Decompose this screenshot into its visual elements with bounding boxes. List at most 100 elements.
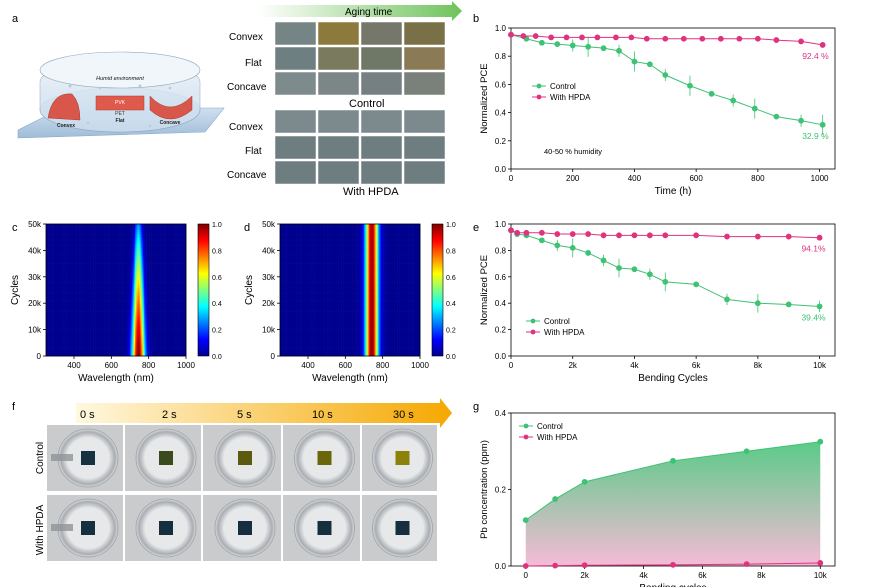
heatmap-cell [175, 287, 178, 291]
heatmap-cell [48, 337, 51, 341]
heatmap-cell [81, 308, 84, 312]
heatmap-cell [75, 340, 77, 344]
heatmap-cell [96, 292, 99, 296]
heatmap-cell [77, 348, 80, 352]
heatmap-cell [132, 284, 135, 288]
heatmap-cell [177, 284, 179, 288]
heatmap-cell [112, 340, 114, 344]
heatmap-cell [54, 345, 57, 349]
heatmap-cell [91, 290, 94, 293]
heatmap-cell [110, 329, 113, 333]
heatmap-cell [137, 295, 140, 299]
heatmap-cell [166, 319, 169, 322]
heatmap-cell [133, 292, 136, 296]
heatmap-cell [86, 311, 89, 315]
heatmap-cell [86, 300, 89, 304]
heatmap-cell [175, 316, 178, 320]
heatmap-cell [184, 297, 187, 301]
heatmap-cell [159, 311, 161, 315]
heatmap-cell [53, 329, 56, 333]
heatmap-cell [159, 350, 161, 354]
heatmap-cell [138, 308, 141, 312]
heatmap-cell [182, 324, 184, 328]
heatmap-cell [82, 282, 85, 286]
heatmap-cell [75, 321, 77, 325]
heatmap-cell [75, 353, 77, 357]
heatmap-cell [103, 295, 105, 299]
heatmap-cell [56, 297, 58, 301]
heatmap-cell [57, 324, 60, 328]
heatmap-cell [105, 345, 108, 349]
heatmap-cell [177, 295, 179, 299]
heatmap-cell [72, 345, 75, 349]
heatmap-cell [110, 292, 113, 296]
heatmap-cell [76, 311, 79, 315]
heatmap-cell [179, 279, 182, 283]
heatmap-cell [56, 324, 58, 328]
heatmap-cell [63, 324, 66, 328]
heatmap-cell [62, 319, 65, 322]
heatmap-cell [99, 297, 102, 301]
heatmap-cell [124, 276, 127, 280]
heatmap-cell [90, 292, 93, 296]
heatmap-cell [86, 332, 89, 336]
heatmap-cell [110, 311, 113, 315]
heatmap-cell [100, 282, 103, 286]
heatmap-cell [138, 353, 141, 357]
heatmap-cell [152, 287, 155, 291]
heatmap-cell [174, 300, 177, 304]
heatmap-cell [77, 297, 80, 301]
heatmap-cell [93, 290, 95, 293]
heatmap-cell [166, 295, 169, 299]
heatmap-cell [47, 305, 49, 309]
heatmap-cell [165, 353, 168, 357]
heatmap-cell [170, 316, 173, 320]
heatmap-cell [94, 297, 96, 301]
heatmap-cell [98, 321, 100, 325]
heatmap-cell [165, 332, 168, 336]
heatmap-cell [165, 297, 168, 301]
heatmap-cell [90, 311, 93, 315]
heatmap-cell [180, 326, 183, 330]
heatmap-cell [124, 311, 127, 315]
heatmap-cell [74, 316, 76, 320]
heatmap-cell [110, 319, 113, 322]
heatmap-cell [89, 316, 91, 320]
heatmap-cell [150, 316, 152, 320]
heatmap-cell [95, 337, 98, 341]
heatmap-cell [114, 308, 117, 312]
heatmap-cell [49, 337, 52, 341]
heatmap-cell [67, 319, 70, 322]
heatmap-cell [161, 332, 164, 336]
heatmap-cell [62, 279, 65, 283]
heatmap-cell [174, 305, 177, 309]
heatmap-cell [164, 316, 166, 320]
heatmap-cell [127, 282, 130, 286]
heatmap-cell [67, 308, 70, 312]
heatmap-cell [109, 287, 112, 291]
heatmap-cell [57, 305, 60, 309]
heatmap-cell [100, 295, 103, 299]
heatmap-cell [118, 337, 121, 341]
heatmap-cell [95, 348, 98, 352]
heatmap-cell [119, 324, 122, 328]
heatmap-cell [121, 345, 123, 349]
heatmap-cell [172, 308, 174, 312]
heatmap-cell [155, 279, 158, 283]
heatmap-cell [137, 297, 140, 301]
heatmap-cell [150, 324, 152, 328]
y-axis-label: Normalized PCE [479, 63, 490, 133]
heatmap-cell [138, 350, 141, 354]
heatmap-cell [163, 303, 165, 307]
heatmap-cell [65, 308, 67, 312]
heatmap-cell [137, 350, 140, 354]
heatmap-cell [62, 303, 65, 307]
heatmap-cell [113, 334, 116, 338]
heatmap-cell [89, 326, 91, 330]
heatmap-cell [77, 279, 80, 283]
heatmap-cell [182, 316, 184, 320]
heatmap-cell [164, 300, 166, 304]
heatmap-cell [70, 332, 72, 336]
heatmap-cell [89, 329, 91, 333]
heatmap-cell [95, 311, 98, 315]
